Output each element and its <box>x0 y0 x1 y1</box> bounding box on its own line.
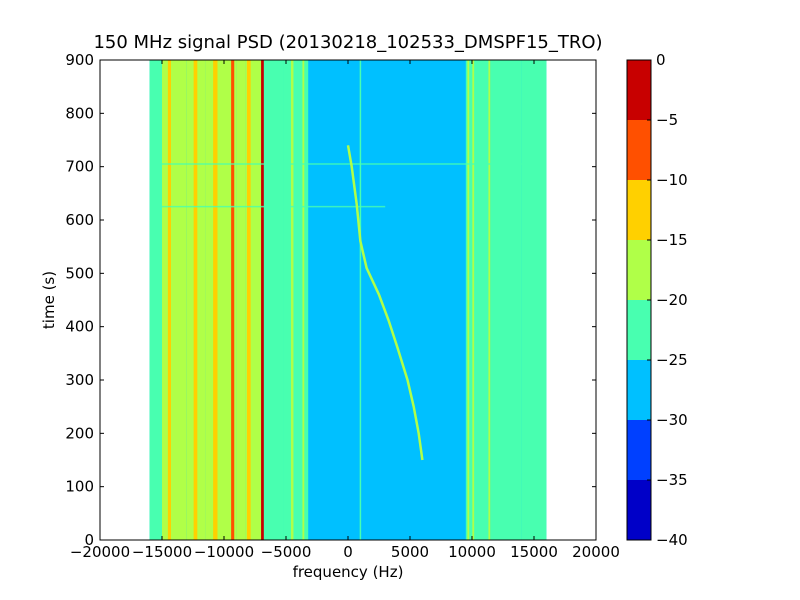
spectrogram-band <box>162 60 187 540</box>
colorbar: −40 −35 −30 −25 −20 −15 −10 −5 0 <box>626 51 688 549</box>
y-tick-label: 600 <box>65 211 94 229</box>
chart-title: 150 MHz signal PSD (20130218_102533_DMSP… <box>93 32 602 53</box>
colorbar-segment <box>627 60 651 120</box>
y-tick-label: 0 <box>84 531 94 549</box>
spectral-line <box>261 60 264 540</box>
colorbar-segment <box>627 120 651 180</box>
spectrogram-band <box>465 60 491 540</box>
spectral-line <box>246 60 251 540</box>
spectral-line <box>529 60 532 540</box>
spectral-line <box>213 60 218 540</box>
x-axis: −20000 −15000 −10000 −5000 0 5000 10000 15000 20… <box>70 60 620 561</box>
x-tick-label: 15000 <box>510 543 558 561</box>
y-axis-label: time (s) <box>40 271 58 329</box>
colorbar-segment <box>627 420 651 480</box>
y-tick-label: 500 <box>65 264 94 282</box>
spectrogram-band <box>308 60 466 540</box>
y-tick-label: 200 <box>65 424 94 442</box>
y-tick-label: 900 <box>65 51 94 69</box>
x-tick-label: 10000 <box>448 543 496 561</box>
colorbar-tick-label: −5 <box>656 111 678 129</box>
colorbar-tick-label: −35 <box>656 471 688 489</box>
spectral-line <box>167 60 171 540</box>
spectral-line <box>193 60 198 540</box>
colorbar-segment <box>627 180 651 240</box>
x-tick-label: −10000 <box>194 543 254 561</box>
spectrogram-band <box>521 60 547 540</box>
colorbar-tick-label: −30 <box>656 411 688 429</box>
spectral-line <box>231 60 235 540</box>
spectrogram-band <box>149 60 162 540</box>
colorbar-tick-label: −40 <box>656 531 688 549</box>
spectrogram-band <box>490 60 522 540</box>
spectrogram-band <box>283 60 309 540</box>
colorbar-tick-label: −15 <box>656 231 688 249</box>
spectrogram-band <box>263 60 284 540</box>
x-tick-label: 20000 <box>572 543 620 561</box>
spectral-line <box>467 60 470 540</box>
colorbar-tick-label: −10 <box>656 171 688 189</box>
plot-area <box>149 60 547 540</box>
y-tick-label: 800 <box>65 104 94 122</box>
x-tick-label: 0 <box>343 543 353 561</box>
spectrogram-band <box>236 60 246 540</box>
doppler-trace <box>346 145 424 461</box>
colorbar-segment <box>627 240 651 300</box>
spectral-line <box>290 60 294 540</box>
x-tick-label: −20000 <box>70 543 130 561</box>
spectral-line <box>472 60 475 540</box>
x-tick-label: −15000 <box>132 543 192 561</box>
x-tick-label: 5000 <box>391 543 429 561</box>
x-tick-label: −5000 <box>261 543 312 561</box>
y-tick-label: 300 <box>65 371 94 389</box>
colorbar-segment <box>627 480 651 540</box>
y-tick-label: 100 <box>65 478 94 496</box>
y-tick-label: 700 <box>65 158 94 176</box>
y-axis: 0 100 200 300 400 500 600 700 800 900 <box>65 51 596 549</box>
x-axis-label: frequency (Hz) <box>293 563 404 581</box>
colorbar-segment <box>627 360 651 420</box>
colorbar-tick-label: −20 <box>656 291 688 309</box>
colorbar-tick-label: 0 <box>656 51 666 69</box>
spectral-line <box>359 60 362 540</box>
spectral-line <box>302 60 305 540</box>
y-tick-label: 400 <box>65 318 94 336</box>
spectral-line <box>488 60 491 540</box>
colorbar-segment <box>627 300 651 360</box>
colorbar-tick-label: −25 <box>656 351 688 369</box>
